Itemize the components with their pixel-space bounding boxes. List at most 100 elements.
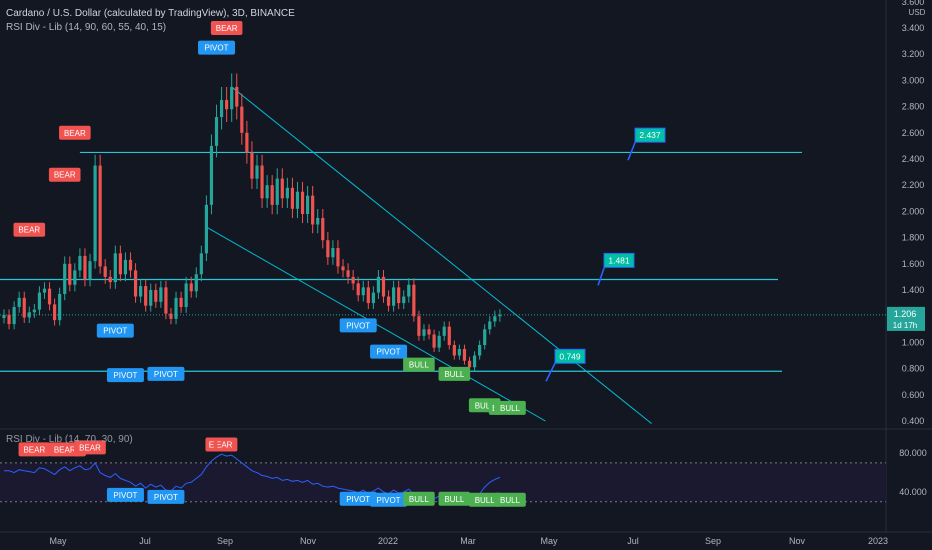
rsi-signal-label: BULL bbox=[409, 495, 430, 504]
candle bbox=[306, 195, 310, 215]
price-tick-label: 3.600 bbox=[902, 0, 925, 7]
candle bbox=[498, 314, 502, 317]
candle bbox=[53, 304, 57, 321]
candle bbox=[245, 132, 249, 153]
candle bbox=[123, 259, 128, 275]
candle bbox=[457, 348, 461, 356]
price-signal-label: BULL bbox=[500, 404, 521, 413]
candle bbox=[397, 287, 401, 304]
candle bbox=[144, 286, 148, 306]
price-signal-label: PIVOT bbox=[154, 370, 178, 379]
price-tick-label: 0.600 bbox=[902, 390, 925, 400]
candle bbox=[37, 292, 42, 310]
price-tick-label: 2.000 bbox=[902, 206, 925, 216]
time-tick-label: Sep bbox=[217, 536, 233, 546]
candle bbox=[78, 255, 82, 271]
candle bbox=[442, 326, 446, 336]
candle bbox=[376, 276, 381, 293]
candle bbox=[7, 314, 11, 325]
level-pointer bbox=[597, 265, 606, 286]
candle bbox=[32, 309, 36, 313]
level-pointer bbox=[545, 360, 557, 382]
price-study-label[interactable]: RSI Div - Lib (14, 90, 60, 55, 40, 15) bbox=[6, 22, 167, 33]
candle bbox=[235, 86, 239, 107]
price-tick-label: 3.000 bbox=[902, 75, 925, 85]
time-tick-label: Mar bbox=[460, 536, 476, 546]
price-tick-label: 2.400 bbox=[902, 154, 925, 164]
price-signal-label-box bbox=[147, 366, 185, 381]
price-signal-label: PIVOT bbox=[113, 371, 137, 380]
rsi-signal-label: BEAR bbox=[211, 440, 233, 449]
candle bbox=[407, 284, 411, 297]
rsi-signal-label: PIVOT bbox=[154, 493, 178, 502]
candle bbox=[417, 316, 421, 336]
time-tick-label: May bbox=[49, 536, 67, 546]
level-pointer bbox=[627, 139, 637, 161]
candle bbox=[240, 106, 244, 133]
price-signal-label-box bbox=[403, 357, 435, 372]
candle bbox=[260, 165, 264, 199]
candle bbox=[27, 312, 31, 318]
candle bbox=[204, 204, 208, 254]
price-tick-label: 2.800 bbox=[902, 102, 925, 112]
candle bbox=[467, 360, 472, 368]
price-tick-label: 3.200 bbox=[902, 49, 925, 59]
symbol-title[interactable]: Cardano / U.S. Dollar (calculated by Tra… bbox=[6, 8, 295, 19]
price-signal-label: BULL bbox=[409, 361, 430, 370]
time-tick-label: May bbox=[540, 536, 558, 546]
candle bbox=[194, 274, 198, 292]
rsi-signal-label-box bbox=[370, 492, 408, 507]
price-signal-label-box bbox=[210, 21, 243, 35]
candle bbox=[386, 296, 391, 306]
candle bbox=[63, 263, 67, 294]
candle bbox=[214, 117, 219, 146]
time-tick-label: Nov bbox=[789, 536, 806, 546]
price-tick-label: 2.600 bbox=[902, 128, 925, 138]
time-tick-label: Nov bbox=[300, 536, 317, 546]
rsi-study-label[interactable]: RSI Div - Lib (14, 70, 30, 90) bbox=[6, 434, 133, 445]
candle bbox=[336, 248, 340, 267]
candle bbox=[103, 266, 107, 277]
price-tick-label: 1.800 bbox=[902, 233, 925, 243]
last-price-tag bbox=[887, 306, 925, 331]
price-tick-label: 1.000 bbox=[902, 337, 925, 347]
price-signal-label: BEAR bbox=[216, 24, 238, 33]
candle bbox=[22, 297, 26, 318]
candle bbox=[422, 329, 426, 336]
price-signal-label: BEAR bbox=[54, 171, 76, 180]
rsi-signal-label-box bbox=[48, 442, 81, 457]
rsi-signal-label-box bbox=[18, 442, 51, 457]
last-price-value: 1.206 bbox=[894, 309, 917, 319]
candle bbox=[311, 195, 315, 225]
countdown-value: 1d 17h bbox=[893, 321, 917, 330]
price-signal-label: PIVOT bbox=[377, 348, 401, 357]
candle bbox=[280, 178, 284, 199]
candle bbox=[275, 178, 279, 205]
candle bbox=[331, 248, 335, 258]
candle bbox=[93, 165, 97, 262]
price-signal-label-box bbox=[198, 40, 236, 55]
candle bbox=[179, 297, 183, 308]
price-signal-label-box bbox=[106, 368, 144, 383]
price-signal-label-box bbox=[494, 400, 526, 415]
candle bbox=[139, 286, 143, 297]
time-tick-label: 2022 bbox=[378, 536, 398, 546]
candle bbox=[483, 329, 487, 346]
price-signal-label: PIVOT bbox=[205, 44, 229, 53]
candle bbox=[437, 335, 441, 348]
candle bbox=[427, 329, 431, 335]
rsi-signal-label-box bbox=[403, 491, 435, 506]
candle bbox=[230, 86, 234, 110]
price-signal-label-box bbox=[96, 323, 134, 338]
candle bbox=[412, 284, 416, 317]
candle bbox=[149, 290, 153, 306]
candle bbox=[113, 253, 117, 283]
price-tick-label: 3.400 bbox=[902, 23, 925, 33]
level-target-label: 2.437 bbox=[639, 130, 661, 140]
rsi-signal-label-box bbox=[438, 491, 471, 506]
candle bbox=[356, 283, 360, 296]
price-tick-label: 2.200 bbox=[902, 180, 925, 190]
candle bbox=[189, 283, 193, 292]
